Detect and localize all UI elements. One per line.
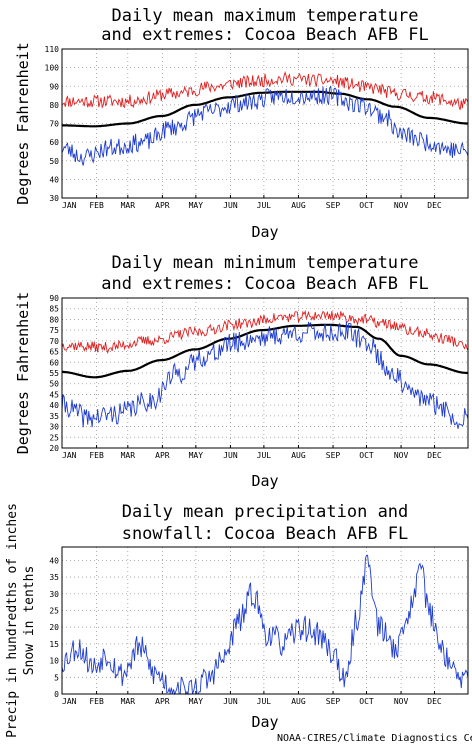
- x-tick-label: SEP: [326, 451, 341, 460]
- y-tick-label: 60: [49, 138, 59, 147]
- x-tick-label: DEC: [427, 201, 442, 210]
- y-tick-label: 35: [49, 412, 59, 421]
- y-tick-label: 50: [49, 157, 59, 166]
- y-tick-label: 50: [49, 380, 59, 389]
- y-tick-label: 70: [49, 337, 59, 346]
- y-tick-label: 25: [49, 433, 59, 442]
- x-tick-label: JAN: [62, 697, 77, 706]
- x-tick-label: JUL: [257, 201, 272, 210]
- series-precip: [61, 554, 469, 696]
- series-extreme-high: [61, 309, 469, 355]
- x-tick-label: OCT: [359, 697, 374, 706]
- y-tick-label: 30: [49, 194, 59, 203]
- series-extreme-low: [61, 321, 469, 429]
- series-mean: [62, 323, 468, 379]
- chart-title-line: and extremes: Cocoa Beach AFB FL: [101, 25, 429, 45]
- x-axis-label: Day: [251, 223, 278, 241]
- x-tick-label: MAY: [189, 451, 204, 460]
- y-tick-label: 10: [49, 657, 59, 666]
- x-tick-label: MAR: [121, 697, 136, 706]
- x-tick-label: FEB: [89, 697, 104, 706]
- x-tick-label: NOV: [394, 697, 409, 706]
- x-tick-label: DEC: [427, 697, 442, 706]
- y-axis-label: Degrees Fahrenheit: [14, 292, 32, 455]
- x-tick-label: APR: [155, 697, 170, 706]
- y-tick-label: 90: [49, 82, 59, 91]
- y-axis-label: Degrees Fahrenheit: [14, 42, 32, 205]
- y-tick-label: 100: [45, 64, 60, 73]
- x-tick-label: JUN: [223, 201, 238, 210]
- y-tick-label: 40: [49, 556, 59, 565]
- y-axis-label: Snow in tenths: [22, 566, 37, 676]
- y-tick-label: 85: [49, 305, 59, 314]
- x-tick-label: JAN: [62, 201, 77, 210]
- x-tick-label: MAY: [189, 201, 204, 210]
- y-tick-label: 40: [49, 401, 59, 410]
- x-tick-label: JUL: [257, 451, 272, 460]
- y-tick-label: 45: [49, 390, 59, 399]
- y-tick-label: 30: [49, 590, 59, 599]
- plot-frame: [61, 297, 469, 449]
- y-tick-label: 90: [49, 294, 59, 303]
- chart-title-line: snowfall: Cocoa Beach AFB FL: [122, 524, 409, 544]
- x-tick-label: FEB: [89, 201, 104, 210]
- chart-title-line: Daily mean minimum temperature: [111, 253, 418, 273]
- x-tick-label: FEB: [89, 451, 104, 460]
- y-tick-label: 20: [49, 623, 59, 632]
- y-tick-label: 75: [49, 326, 59, 335]
- x-tick-label: NOV: [394, 201, 409, 210]
- series-extreme-low: [61, 85, 469, 166]
- y-tick-label: 110: [45, 45, 60, 54]
- y-tick-label: 65: [49, 348, 59, 357]
- chart-title-line: Daily mean maximum temperature: [111, 6, 418, 26]
- x-axis-label: Day: [251, 713, 278, 731]
- y-tick-label: 60: [49, 358, 59, 367]
- y-tick-label: 70: [49, 120, 59, 129]
- series-extreme-high: [61, 70, 469, 110]
- x-tick-label: JUN: [223, 451, 238, 460]
- x-axis-label: Day: [251, 472, 278, 490]
- y-tick-label: 80: [49, 101, 59, 110]
- x-tick-label: SEP: [326, 697, 341, 706]
- x-tick-label: JUL: [257, 697, 272, 706]
- y-tick-label: 0: [54, 690, 59, 699]
- plot-frame: [61, 546, 469, 695]
- x-tick-label: OCT: [359, 201, 374, 210]
- x-tick-label: AUG: [291, 697, 306, 706]
- x-tick-label: AUG: [291, 451, 306, 460]
- x-tick-label: AUG: [291, 201, 306, 210]
- y-axis-label: Precip in hundredths of inches: [5, 503, 20, 738]
- y-tick-label: 20: [49, 444, 59, 453]
- x-tick-label: APR: [155, 451, 170, 460]
- y-tick-label: 35: [49, 573, 59, 582]
- x-tick-label: MAR: [121, 201, 136, 210]
- x-tick-label: SEP: [326, 201, 341, 210]
- y-tick-label: 40: [49, 175, 59, 184]
- y-tick-label: 55: [49, 369, 59, 378]
- plot-frame: [61, 48, 469, 199]
- x-tick-label: JAN: [62, 451, 77, 460]
- x-tick-label: DEC: [427, 451, 442, 460]
- x-tick-label: OCT: [359, 451, 374, 460]
- x-tick-label: APR: [155, 201, 170, 210]
- y-tick-label: 80: [49, 315, 59, 324]
- y-tick-label: 15: [49, 640, 59, 649]
- x-tick-label: MAR: [121, 451, 136, 460]
- chart-title-line: Daily mean precipitation and: [122, 502, 409, 522]
- y-tick-label: 25: [49, 606, 59, 615]
- y-tick-label: 30: [49, 423, 59, 432]
- x-tick-label: MAY: [189, 697, 204, 706]
- x-tick-label: JUN: [223, 697, 238, 706]
- series-mean: [62, 90, 468, 128]
- credit-text: NOAA-CIRES/Climate Diagnostics Ce: [277, 733, 472, 744]
- chart-title-line: and extremes: Cocoa Beach AFB FL: [101, 274, 429, 294]
- x-tick-label: NOV: [394, 451, 409, 460]
- y-tick-label: 5: [54, 673, 59, 682]
